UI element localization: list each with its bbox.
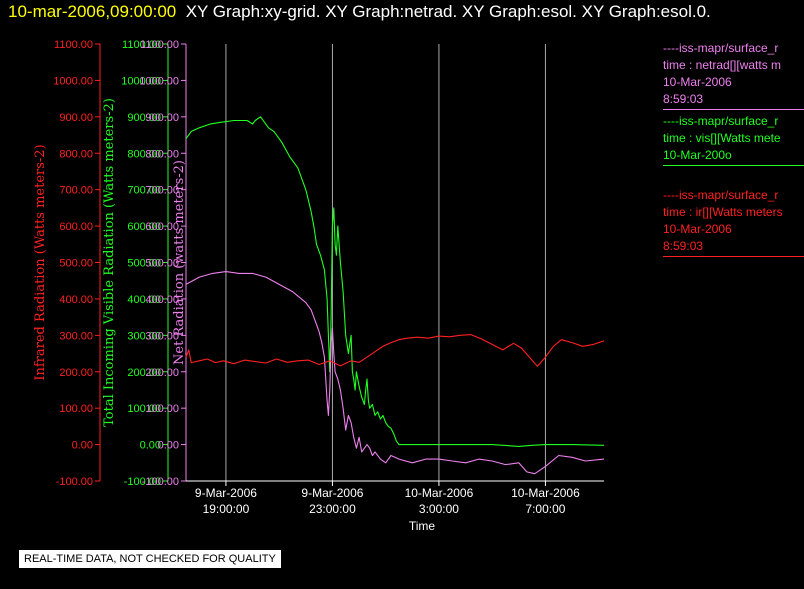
- y-tick-label-ir: 800.00: [59, 148, 93, 160]
- x-axis-label: Time: [409, 519, 436, 533]
- y-tick-label-vis: 700.00: [127, 185, 161, 197]
- quality-disclaimer: REAL-TIME DATA, NOT CHECKED FOR QUALITY: [19, 550, 281, 568]
- x-tick-label-time: 19:00:00: [203, 502, 250, 516]
- y-tick-label-vis: 600.00: [127, 221, 161, 233]
- y-axis-label-ir: Infrared Radiation (Watts meters-2): [33, 144, 48, 380]
- y-tick-label-ir: 500.00: [59, 258, 93, 270]
- y-tick-label-vis: 200.00: [127, 367, 161, 379]
- x-tick-label-time: 3:00:00: [419, 502, 459, 516]
- x-tick-label-date: 9-Mar-2006: [195, 486, 257, 500]
- y-tick-label-vis: 100.00: [127, 403, 161, 415]
- y-tick-label-ir: -100.00: [56, 476, 93, 488]
- legend-line: time : vis[][Watts mete: [663, 131, 781, 145]
- series-line-ir: [185, 334, 605, 367]
- y-tick-label-net: 200.00: [145, 367, 179, 379]
- y-tick-label-net: 600.00: [145, 221, 179, 233]
- y-axis-label-vis: Total Incoming Visible Radiation (Watts …: [102, 98, 117, 427]
- y-tick-label-net: 1100.00: [140, 39, 179, 51]
- legend-line: 10-Mar-200o: [663, 148, 732, 162]
- x-tick-label-date: 9-Mar-2006: [301, 486, 363, 500]
- legend-line: time : netrad[][watts m: [663, 58, 782, 72]
- header-titles: XY Graph:xy-grid. XY Graph:netrad. XY Gr…: [185, 2, 711, 21]
- y-tick-label-net: 0.00: [158, 440, 179, 452]
- y-tick-label-ir: 100.00: [59, 403, 93, 415]
- y-tick-label-net: 900.00: [145, 112, 179, 124]
- header-timestamp: 10-mar-2006,09:00:00: [8, 2, 177, 21]
- y-tick-label-vis: 400.00: [127, 294, 161, 306]
- series-line-vis: [185, 116, 605, 447]
- y-tick-label-ir: 400.00: [59, 294, 93, 306]
- legend-line: 10-Mar-2006: [663, 75, 732, 89]
- series-line-net: [185, 271, 605, 475]
- legend-divider: [663, 165, 804, 166]
- y-tick-label-vis: 800.00: [127, 148, 161, 160]
- y-axis-label-net: Net Radiation (watts meters-2): [172, 160, 187, 365]
- legend-line: 8:59:03: [663, 239, 704, 253]
- y-tick-label-net: 500.00: [145, 258, 179, 270]
- y-tick-label-ir: 0.00: [72, 440, 93, 452]
- x-tick-label-date: 10-Mar-2006: [511, 486, 580, 500]
- header: 10-mar-2006,09:00:00 XY Graph:xy-grid. X…: [8, 2, 711, 22]
- y-tick-label-ir: 900.00: [59, 112, 93, 124]
- y-tick-label-ir: 1100.00: [54, 39, 93, 51]
- y-tick-label-net: 400.00: [145, 294, 179, 306]
- y-tick-label-vis: 1000.00: [121, 75, 161, 87]
- legend-line: ----iss-mapr/surface_r: [663, 41, 779, 55]
- y-tick-label-vis: 0.00: [140, 440, 161, 452]
- y-tick-label-net: -100.00: [142, 476, 179, 488]
- y-tick-label-vis: 500.00: [127, 258, 161, 270]
- y-tick-label-net: 1000.00: [139, 75, 179, 87]
- y-tick-label-vis: -100.00: [124, 476, 161, 488]
- y-tick-label-ir: 1000.00: [53, 75, 93, 87]
- y-tick-label-vis: 900.00: [127, 112, 161, 124]
- x-tick-label-time: 7:00:00: [525, 502, 565, 516]
- legend-divider: [663, 109, 804, 110]
- x-tick-label-date: 10-Mar-2006: [405, 486, 474, 500]
- legend-line: ----iss-mapr/surface_r: [663, 114, 779, 128]
- y-tick-label-ir: 300.00: [59, 330, 93, 342]
- legend-line: ----iss-mapr/surface_r: [663, 188, 779, 202]
- y-tick-label-net: 100.00: [145, 403, 179, 415]
- legend-line: 8:59:03: [663, 92, 704, 106]
- y-tick-label-vis: 1100.00: [122, 39, 161, 51]
- y-tick-label-net: 300.00: [145, 330, 179, 342]
- legend-line: 10-Mar-2006: [663, 222, 732, 236]
- y-tick-label-ir: 700.00: [59, 185, 93, 197]
- y-tick-label-net: 800.00: [145, 148, 179, 160]
- y-tick-label-vis: 300.00: [127, 330, 161, 342]
- legend-divider: [663, 256, 804, 257]
- y-tick-label-net: 700.00: [145, 185, 179, 197]
- y-tick-label-ir: 600.00: [59, 221, 93, 233]
- x-tick-label-time: 23:00:00: [309, 502, 356, 516]
- legend-line: time : ir[][Watts meters: [663, 205, 783, 219]
- y-tick-label-ir: 200.00: [59, 367, 93, 379]
